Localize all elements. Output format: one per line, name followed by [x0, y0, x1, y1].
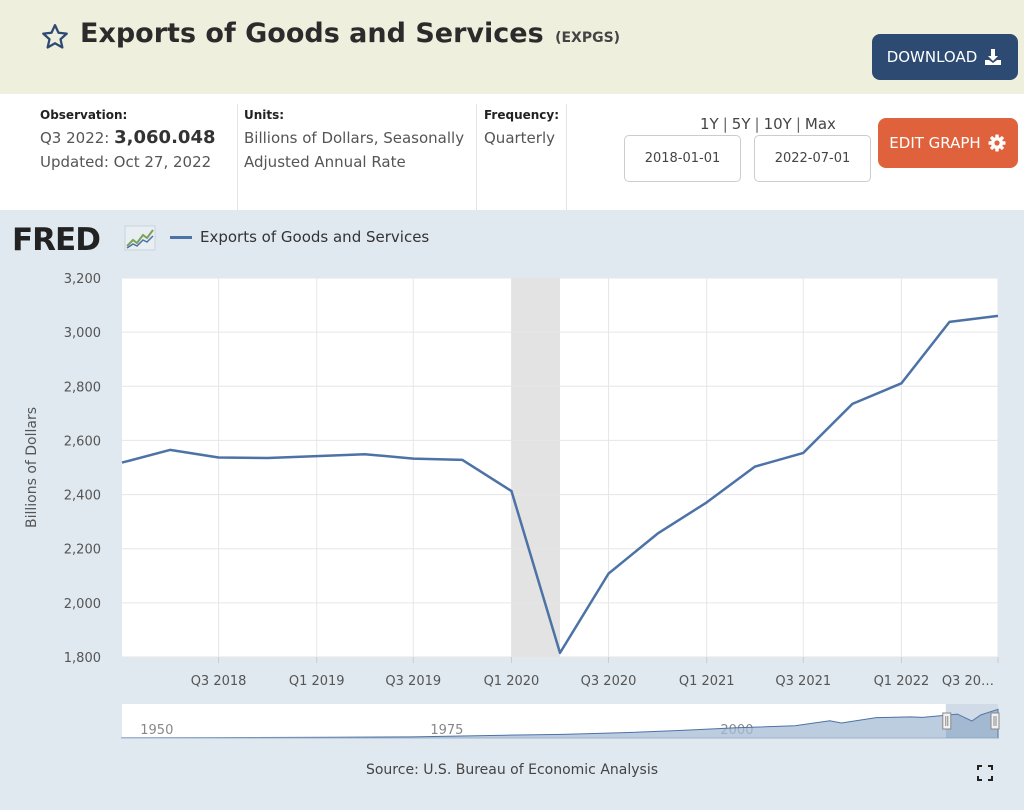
y-axis-label: Billions of Dollars: [24, 407, 40, 528]
observation-line: Q3 2022: 3,060.048: [40, 126, 216, 150]
chart-legend[interactable]: Exports of Goods and Services: [170, 228, 429, 246]
frequency-label: Frequency:: [484, 108, 560, 122]
y-tick-label: 3,200: [64, 272, 101, 287]
divider: [476, 104, 477, 210]
range-5y[interactable]: 5Y: [731, 115, 751, 133]
sparkline-logo-icon: [124, 225, 156, 251]
units-block: Units: Billions of Dollars, Seasonally A…: [244, 108, 470, 174]
fullscreen-icon[interactable]: [976, 764, 994, 782]
x-tick-label: Q3 2019: [385, 674, 441, 689]
gear-icon: [988, 134, 1006, 152]
series-metadata: Observation: Q3 2022: 3,060.048 Updated:…: [0, 94, 1024, 210]
end-date-input[interactable]: 2022-07-01: [754, 135, 871, 182]
x-tick-label: Q3 2018: [191, 674, 247, 689]
download-label: DOWNLOAD: [886, 48, 978, 66]
updated-date: Updated: Oct 27, 2022: [40, 153, 212, 171]
source-note: Source: U.S. Bureau of Economic Analysis: [365, 762, 659, 778]
fred-logo: FRED: [12, 222, 101, 258]
y-tick-label: 2,000: [64, 597, 101, 612]
observation-label: Observation:: [40, 108, 128, 122]
observation-period: Q3 2022:: [40, 129, 110, 147]
navigator-tick-label: 1950: [140, 723, 173, 738]
series-id: (EXPGS): [555, 30, 621, 46]
navigator-selection[interactable]: [945, 704, 998, 738]
y-tick-label: 2,800: [64, 380, 101, 395]
x-tick-label: Q1 2022: [874, 674, 930, 689]
range-selector: 1Y | 5Y | 10Y | Max: [700, 115, 836, 133]
observation-value: 3,060.048: [114, 127, 216, 148]
y-tick-label: 3,000: [64, 326, 101, 341]
title-text: Exports of Goods and Services: [80, 18, 544, 49]
range-1y[interactable]: 1Y: [700, 115, 719, 133]
legend-swatch: [170, 235, 192, 239]
x-tick-label: Q1 2020: [484, 674, 540, 689]
x-tick-label: Q3 2020: [581, 674, 637, 689]
y-tick-label: 2,200: [64, 543, 101, 558]
divider: [566, 104, 567, 210]
edit-graph-label: EDIT GRAPH: [889, 134, 981, 152]
download-button[interactable]: DOWNLOAD: [872, 34, 1018, 80]
navigator-right-handle[interactable]: [990, 712, 1000, 730]
observation-block: Observation: Q3 2022: 3,060.048 Updated:…: [40, 108, 216, 174]
units-label: Units:: [244, 108, 285, 122]
y-tick-label: 2,600: [64, 434, 101, 449]
x-tick-label: Q1 2021: [679, 674, 735, 689]
page-header: Exports of Goods and Services (EXPGS) DO…: [0, 0, 1024, 94]
recession-band: [511, 278, 560, 657]
y-tick-label: 1,800: [64, 651, 101, 666]
edit-graph-button[interactable]: EDIT GRAPH: [878, 118, 1018, 168]
series-line[interactable]: [121, 314, 999, 655]
y-tick-label: 2,400: [64, 489, 101, 504]
page-title: Exports of Goods and Services (EXPGS): [80, 18, 620, 49]
download-icon: [985, 49, 1002, 65]
legend-label: Exports of Goods and Services: [200, 228, 430, 246]
divider: [237, 104, 238, 210]
range-10y[interactable]: 10Y: [763, 115, 792, 133]
x-tick-label: Q3 2021: [775, 674, 831, 689]
frequency-value: Quarterly: [484, 129, 555, 147]
start-date-input[interactable]: 2018-01-01: [624, 135, 741, 182]
star-icon[interactable]: [40, 22, 70, 52]
range-max[interactable]: Max: [804, 115, 836, 133]
navigator-area: [121, 708, 999, 739]
navigator-left-handle[interactable]: [942, 712, 952, 730]
frequency-block: Frequency: Quarterly: [484, 108, 559, 150]
units-value: Billions of Dollars, Seasonally Adjusted…: [244, 129, 465, 171]
x-tick-label: Q1 2019: [289, 674, 345, 689]
navigator-tick-label: 1975: [430, 723, 463, 738]
x-tick-label: Q3 20…: [942, 674, 994, 689]
line-chart: 1,800 2,000 2,200 2,400 2,600 2,800 3,000 3,200…: [24, 272, 1000, 739]
